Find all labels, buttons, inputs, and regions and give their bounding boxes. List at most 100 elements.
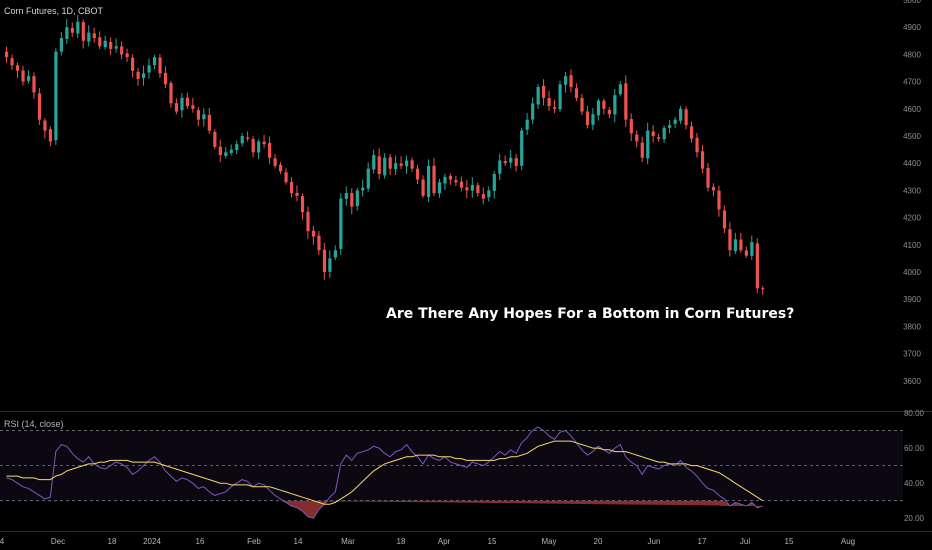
candle [706,163,710,192]
candle [542,79,546,106]
candle [525,113,529,136]
candle-body [410,160,414,169]
candle [629,113,633,141]
candle-body [262,141,266,145]
candle [722,205,727,234]
candle-body [711,186,716,191]
candle [59,31,63,56]
candle-body [448,175,453,180]
candle [152,54,157,70]
candle-body [465,187,469,191]
candle-body [92,33,96,39]
candle-body [690,126,694,139]
candle-body [26,76,31,81]
candle [125,48,129,62]
time-tick-label: 18 [108,537,117,546]
candle [662,125,666,143]
candle-body [679,108,683,121]
candle-body [333,250,337,258]
candle [377,148,381,180]
rsi-tick-label: 20.00 [904,514,925,523]
price-tick-label: 3900 [903,295,921,304]
price-tick-label: 4200 [903,214,921,223]
candle-body [103,40,107,47]
time-tick-label: 15 [488,537,497,546]
candle-body [15,65,20,71]
candle [251,136,255,158]
candle [92,27,96,43]
candle [339,193,343,256]
time-tick-label: Dec [51,537,65,546]
price-tick-label: 3600 [903,377,921,386]
candle-body [596,100,601,116]
rsi-tick-label: 40.00 [904,479,925,488]
candle-body [10,58,14,66]
symbol-header: Corn Futures, 1D, CBOT [4,6,104,16]
candle-body [646,130,650,159]
candle [142,65,146,86]
candle [202,108,206,127]
time-tick-label: May [541,537,556,546]
candle [454,175,458,186]
candle [761,285,765,296]
candle [580,93,584,116]
candle [481,187,485,205]
candle-body [131,57,135,71]
candle [607,107,611,119]
candle [596,98,601,121]
candle [158,54,162,78]
candle-body [21,70,25,82]
candle-body [54,51,58,141]
candle-body [503,161,507,164]
candle-body [125,53,129,58]
candle-body [295,193,299,196]
candle-body [542,85,546,98]
candle [405,155,409,174]
candle-body [574,88,579,98]
candle-body [591,114,595,125]
rsi-tick-label: 60.00 [904,444,925,453]
candle-body [618,84,622,95]
time-tick-label: 14 [294,537,303,546]
candle [613,89,617,123]
candle-body [328,258,332,272]
candle-body [246,137,250,139]
candle-body [492,174,496,191]
candle-body [487,190,491,198]
candle [558,80,562,112]
time-tick-label: 18 [397,537,406,546]
candle-body [700,151,705,169]
candle [700,145,705,173]
candle [646,122,650,165]
candle [300,193,305,220]
candle [640,136,644,163]
candle-body [169,83,173,104]
candle-body [218,146,222,156]
candle [618,81,622,97]
candle [733,232,738,254]
time-tick-label: 16 [196,537,205,546]
candle [492,170,496,199]
candle [147,58,151,79]
candle [569,69,573,93]
candle [65,19,69,44]
candle [673,116,677,129]
candle-body [350,193,354,207]
candle-body [322,249,327,272]
candle-body [399,163,403,166]
candle [70,22,74,37]
candle-body [717,190,721,210]
candle-body [196,110,200,120]
candle [563,71,568,93]
candle [487,186,491,202]
candle-body [257,141,261,153]
candle-body [525,119,529,130]
candle-body [59,38,63,52]
candle-body [87,32,91,42]
candle-body [185,97,190,107]
candle [120,41,124,60]
candle [624,75,628,127]
candle [207,107,211,134]
candle [602,98,606,115]
candle [366,162,370,192]
